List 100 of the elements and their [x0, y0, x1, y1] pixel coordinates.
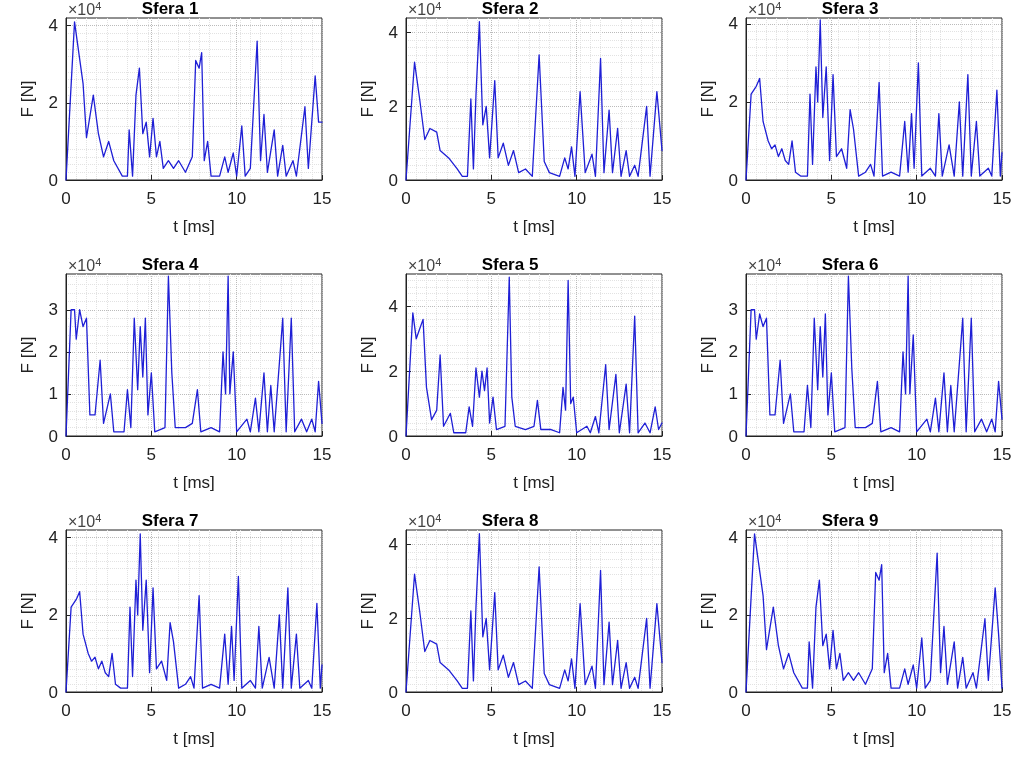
x-axis-title: t [ms] — [853, 217, 895, 236]
x-tick-label: 10 — [567, 701, 587, 720]
line-series — [65, 275, 323, 437]
y-tick-label: 2 — [728, 605, 738, 625]
x-tick-label: 15 — [312, 445, 332, 464]
x-tick-label: 10 — [567, 445, 587, 464]
line-series — [405, 276, 663, 437]
y-axis-title: F [N] — [358, 80, 377, 118]
x-tick-label: 10 — [907, 445, 927, 464]
x-tick-label: 15 — [652, 189, 672, 208]
x-axis-title: t [ms] — [853, 473, 895, 492]
x-tick-label: 5 — [486, 701, 497, 720]
y-tick-label: 3 — [48, 300, 58, 320]
y-tick-label: 0 — [728, 682, 738, 702]
chart-title: Sfera 7 — [141, 511, 199, 530]
y-tick-label: 2 — [728, 92, 738, 112]
y-tick-label: 4 — [728, 14, 738, 34]
x-tick-label: 5 — [486, 445, 497, 464]
x-axis-title: t [ms] — [173, 729, 215, 748]
y-tick-label: 0 — [388, 426, 398, 446]
x-tick-label: 0 — [741, 189, 751, 208]
x-tick-label: 10 — [227, 701, 247, 720]
y-axis-title: F [N] — [698, 336, 717, 374]
x-tick-label: 10 — [227, 445, 247, 464]
y-tick-label: 2 — [48, 605, 58, 625]
y-tick-label: 2 — [388, 608, 398, 628]
x-tick-label: 15 — [652, 445, 672, 464]
y-tick-label: 0 — [48, 682, 58, 702]
line-series — [405, 533, 663, 693]
line-series — [745, 275, 1003, 437]
y-tick-label: 2 — [728, 342, 738, 362]
line-series — [65, 21, 323, 181]
x-tick-label: 15 — [312, 189, 332, 208]
x-tick-label: 10 — [907, 701, 927, 720]
x-tick-label: 0 — [741, 701, 751, 720]
x-tick-label: 10 — [227, 189, 247, 208]
x-tick-label: 5 — [826, 701, 837, 720]
y-tick-label: 1 — [728, 384, 738, 404]
line-series — [745, 533, 1003, 693]
x-tick-label: 15 — [992, 701, 1012, 720]
x-axis-title: t [ms] — [173, 473, 215, 492]
y-tick-label: 4 — [48, 528, 58, 548]
chart-title: Sfera 6 — [821, 255, 879, 274]
x-tick-label: 5 — [486, 189, 497, 208]
y-tick-label: 0 — [48, 170, 58, 190]
y-axis-title: F [N] — [18, 336, 37, 374]
y-tick-label: 0 — [388, 170, 398, 190]
chart-title: Sfera 1 — [141, 0, 199, 18]
x-tick-label: 0 — [61, 701, 71, 720]
y-tick-label: 3 — [728, 300, 738, 320]
chart-title: Sfera 4 — [141, 255, 199, 274]
x-tick-label: 5 — [146, 445, 157, 464]
y-tick-label: 4 — [388, 535, 398, 555]
x-tick-label: 0 — [741, 445, 751, 464]
y-axis-title: F [N] — [358, 336, 377, 374]
y-axis-title: F [N] — [698, 80, 717, 118]
x-axis-title: t [ms] — [513, 729, 555, 748]
chart-title: Sfera 2 — [481, 0, 539, 18]
y-tick-label: 2 — [48, 93, 58, 113]
x-tick-label: 0 — [401, 445, 411, 464]
x-tick-label: 0 — [61, 189, 71, 208]
y-tick-label: 4 — [48, 16, 58, 36]
chart-title: Sfera 8 — [481, 511, 539, 530]
x-tick-label: 10 — [907, 189, 927, 208]
x-tick-label: 10 — [567, 189, 587, 208]
y-tick-label: 0 — [728, 170, 738, 190]
line-series — [405, 21, 663, 181]
x-tick-label: 15 — [312, 701, 332, 720]
y-tick-label: 4 — [388, 296, 398, 316]
y-axis-title: F [N] — [698, 592, 717, 630]
x-tick-label: 0 — [401, 189, 411, 208]
x-tick-label: 15 — [992, 189, 1012, 208]
y-tick-label: 1 — [48, 384, 58, 404]
y-axis-title: F [N] — [18, 80, 37, 118]
x-axis-title: t [ms] — [853, 729, 895, 748]
x-tick-label: 0 — [401, 701, 411, 720]
y-tick-label: 2 — [388, 361, 398, 381]
x-tick-label: 5 — [146, 701, 157, 720]
x-axis-title: t [ms] — [173, 217, 215, 236]
y-tick-label: 2 — [48, 342, 58, 362]
x-axis-title: t [ms] — [513, 217, 555, 236]
x-tick-label: 5 — [826, 189, 837, 208]
line-series — [745, 19, 1003, 181]
x-tick-label: 15 — [652, 701, 672, 720]
y-tick-label: 0 — [728, 426, 738, 446]
chart-title: Sfera 5 — [481, 255, 539, 274]
y-tick-label: 4 — [388, 23, 398, 43]
x-tick-label: 15 — [992, 445, 1012, 464]
chart-title: Sfera 3 — [821, 0, 879, 18]
y-tick-label: 2 — [388, 96, 398, 116]
y-axis-title: F [N] — [18, 592, 37, 630]
y-tick-label: 0 — [388, 682, 398, 702]
y-axis-title: F [N] — [358, 592, 377, 630]
y-tick-label: 0 — [48, 426, 58, 446]
x-axis-title: t [ms] — [513, 473, 555, 492]
line-series — [65, 533, 323, 693]
x-tick-label: 5 — [826, 445, 837, 464]
x-tick-label: 5 — [146, 189, 157, 208]
y-tick-label: 4 — [728, 528, 738, 548]
x-tick-label: 0 — [61, 445, 71, 464]
